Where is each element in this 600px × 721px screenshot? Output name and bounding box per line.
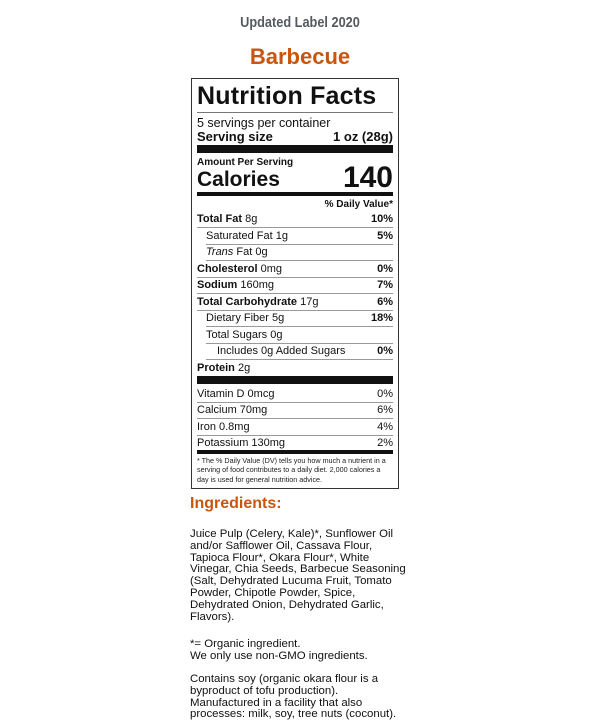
nutrient-row: Sodium 160mg 7% xyxy=(197,279,393,291)
daily-value-footnote: * The % Daily Value (DV) tells you how m… xyxy=(197,456,386,484)
thick-divider xyxy=(197,450,393,454)
divider xyxy=(197,309,393,311)
nutrient-dv: 10% xyxy=(370,213,393,225)
divider xyxy=(206,359,393,360)
vitamin-row: Calcium 70mg 6% xyxy=(197,404,393,417)
ingredients-line: and/or Safflower Oil, Cassava Flour, xyxy=(190,539,373,552)
ingredients-note: *= Organic ingredient. xyxy=(190,638,301,650)
nutrient-row: Protein 2g xyxy=(197,362,393,374)
nutrient-label: Trans Fat 0g xyxy=(206,246,268,258)
nutrient-dv: 18% xyxy=(370,312,393,324)
allergen-statement-line: Contains soy (organic okara flour is a xyxy=(190,673,379,685)
ingredients-line: Juice Pulp (Celery, Kale)*, Sunflower Oi… xyxy=(190,528,394,540)
nutrient-row: Cholesterol 0mg 0% xyxy=(197,263,393,275)
servings-per-container: 5 servings per container xyxy=(197,116,331,130)
nutrition-facts-title: Nutrition Facts xyxy=(197,82,377,110)
divider xyxy=(206,342,393,344)
nutrient-dv: 7% xyxy=(377,279,393,291)
divider xyxy=(206,260,393,261)
allergen-statement-line: Manufactured in a facility that also xyxy=(190,696,363,709)
nutrient-dv: 0% xyxy=(377,345,393,357)
nutrient-dv: 0% xyxy=(377,262,393,275)
ingredients-line: Vinegar, Chia Seeds, Barbecue Seasoning xyxy=(190,563,406,576)
vitamin-row: Vitamin D 0mcg 0% xyxy=(197,388,393,400)
divider xyxy=(197,293,393,294)
nutrient-label: Includes 0g Added Sugars xyxy=(217,345,346,357)
nutrient-dv: 6% xyxy=(377,295,393,308)
nutrition-facts-panel: Nutrition Facts 5 servings per container… xyxy=(191,78,399,489)
divider xyxy=(197,276,393,278)
nutrient-row: Total Sugars 0g xyxy=(197,329,393,341)
nutrient-label: Sodium 160mg xyxy=(197,279,275,291)
ingredients-line: Powder, Chipotle Powder, Spice, xyxy=(190,587,356,599)
nutrient-row: Total Carbohydrate 17g 6% xyxy=(197,296,393,308)
allergen-statement-line: byproduct of tofu production). xyxy=(190,684,339,697)
nutrient-row: Dietary Fiber 5g 18% xyxy=(197,312,393,324)
divider xyxy=(206,243,393,245)
divider xyxy=(197,402,393,403)
nutrient-label: Total Fat 8g xyxy=(197,213,258,225)
divider xyxy=(197,112,393,113)
divider xyxy=(197,434,393,436)
divider xyxy=(206,326,393,327)
ingredients-line: Tapioca Flour*, Okara Flour*, White xyxy=(190,551,370,564)
calories-row: Calories 140 xyxy=(197,161,393,194)
daily-value-header: % Daily Value* xyxy=(324,199,393,210)
ingredients-line: Flavors). xyxy=(190,610,235,623)
nutrient-row: Total Fat 8g 10% xyxy=(197,213,393,225)
label-version-text: Updated Label 2020 xyxy=(240,14,360,31)
ingredients-line: Dehydrated Onion, Dehydrated Garlic, xyxy=(190,598,384,611)
ingredients-line: (Salt, Dehydrated Lucuma Fruit, Tomato xyxy=(190,575,392,588)
nutrient-label: Total Carbohydrate 17g xyxy=(197,295,319,308)
nutrient-label: Dietary Fiber 5g xyxy=(206,312,285,324)
vitamin-row: Potassium 130mg 2% xyxy=(197,436,393,449)
allergen-statement-line: processes: milk, soy, tree nuts (coconut… xyxy=(190,708,397,721)
nutrient-label: Protein 2g xyxy=(197,361,251,374)
nutrient-label: Total Sugars 0g xyxy=(206,328,283,341)
thick-divider xyxy=(197,192,393,196)
nutrient-row: Includes 0g Added Sugars 0% xyxy=(197,345,393,357)
divider xyxy=(197,418,393,420)
vitamin-row: Iron 0.8mg 4% xyxy=(197,420,393,433)
amount-per-serving: Amount Per Serving xyxy=(197,157,294,168)
nutrient-label: Saturated Fat 1g xyxy=(206,229,288,242)
nutrient-row: Trans Fat 0g xyxy=(197,246,393,258)
nutrient-dv: 5% xyxy=(377,229,393,242)
thick-divider xyxy=(197,145,393,153)
flavor-title: Barbecue xyxy=(249,44,351,69)
nutrient-label: Cholesterol 0mg xyxy=(197,262,282,275)
ingredients-heading: Ingredients: xyxy=(190,495,282,512)
thick-divider xyxy=(197,376,393,384)
divider xyxy=(197,227,393,228)
ingredients-note: We only use non-GMO ingredients. xyxy=(190,649,368,662)
serving-size-row: Serving size 1 oz (28g) xyxy=(197,129,393,144)
nutrient-row: Saturated Fat 1g 5% xyxy=(197,230,393,242)
